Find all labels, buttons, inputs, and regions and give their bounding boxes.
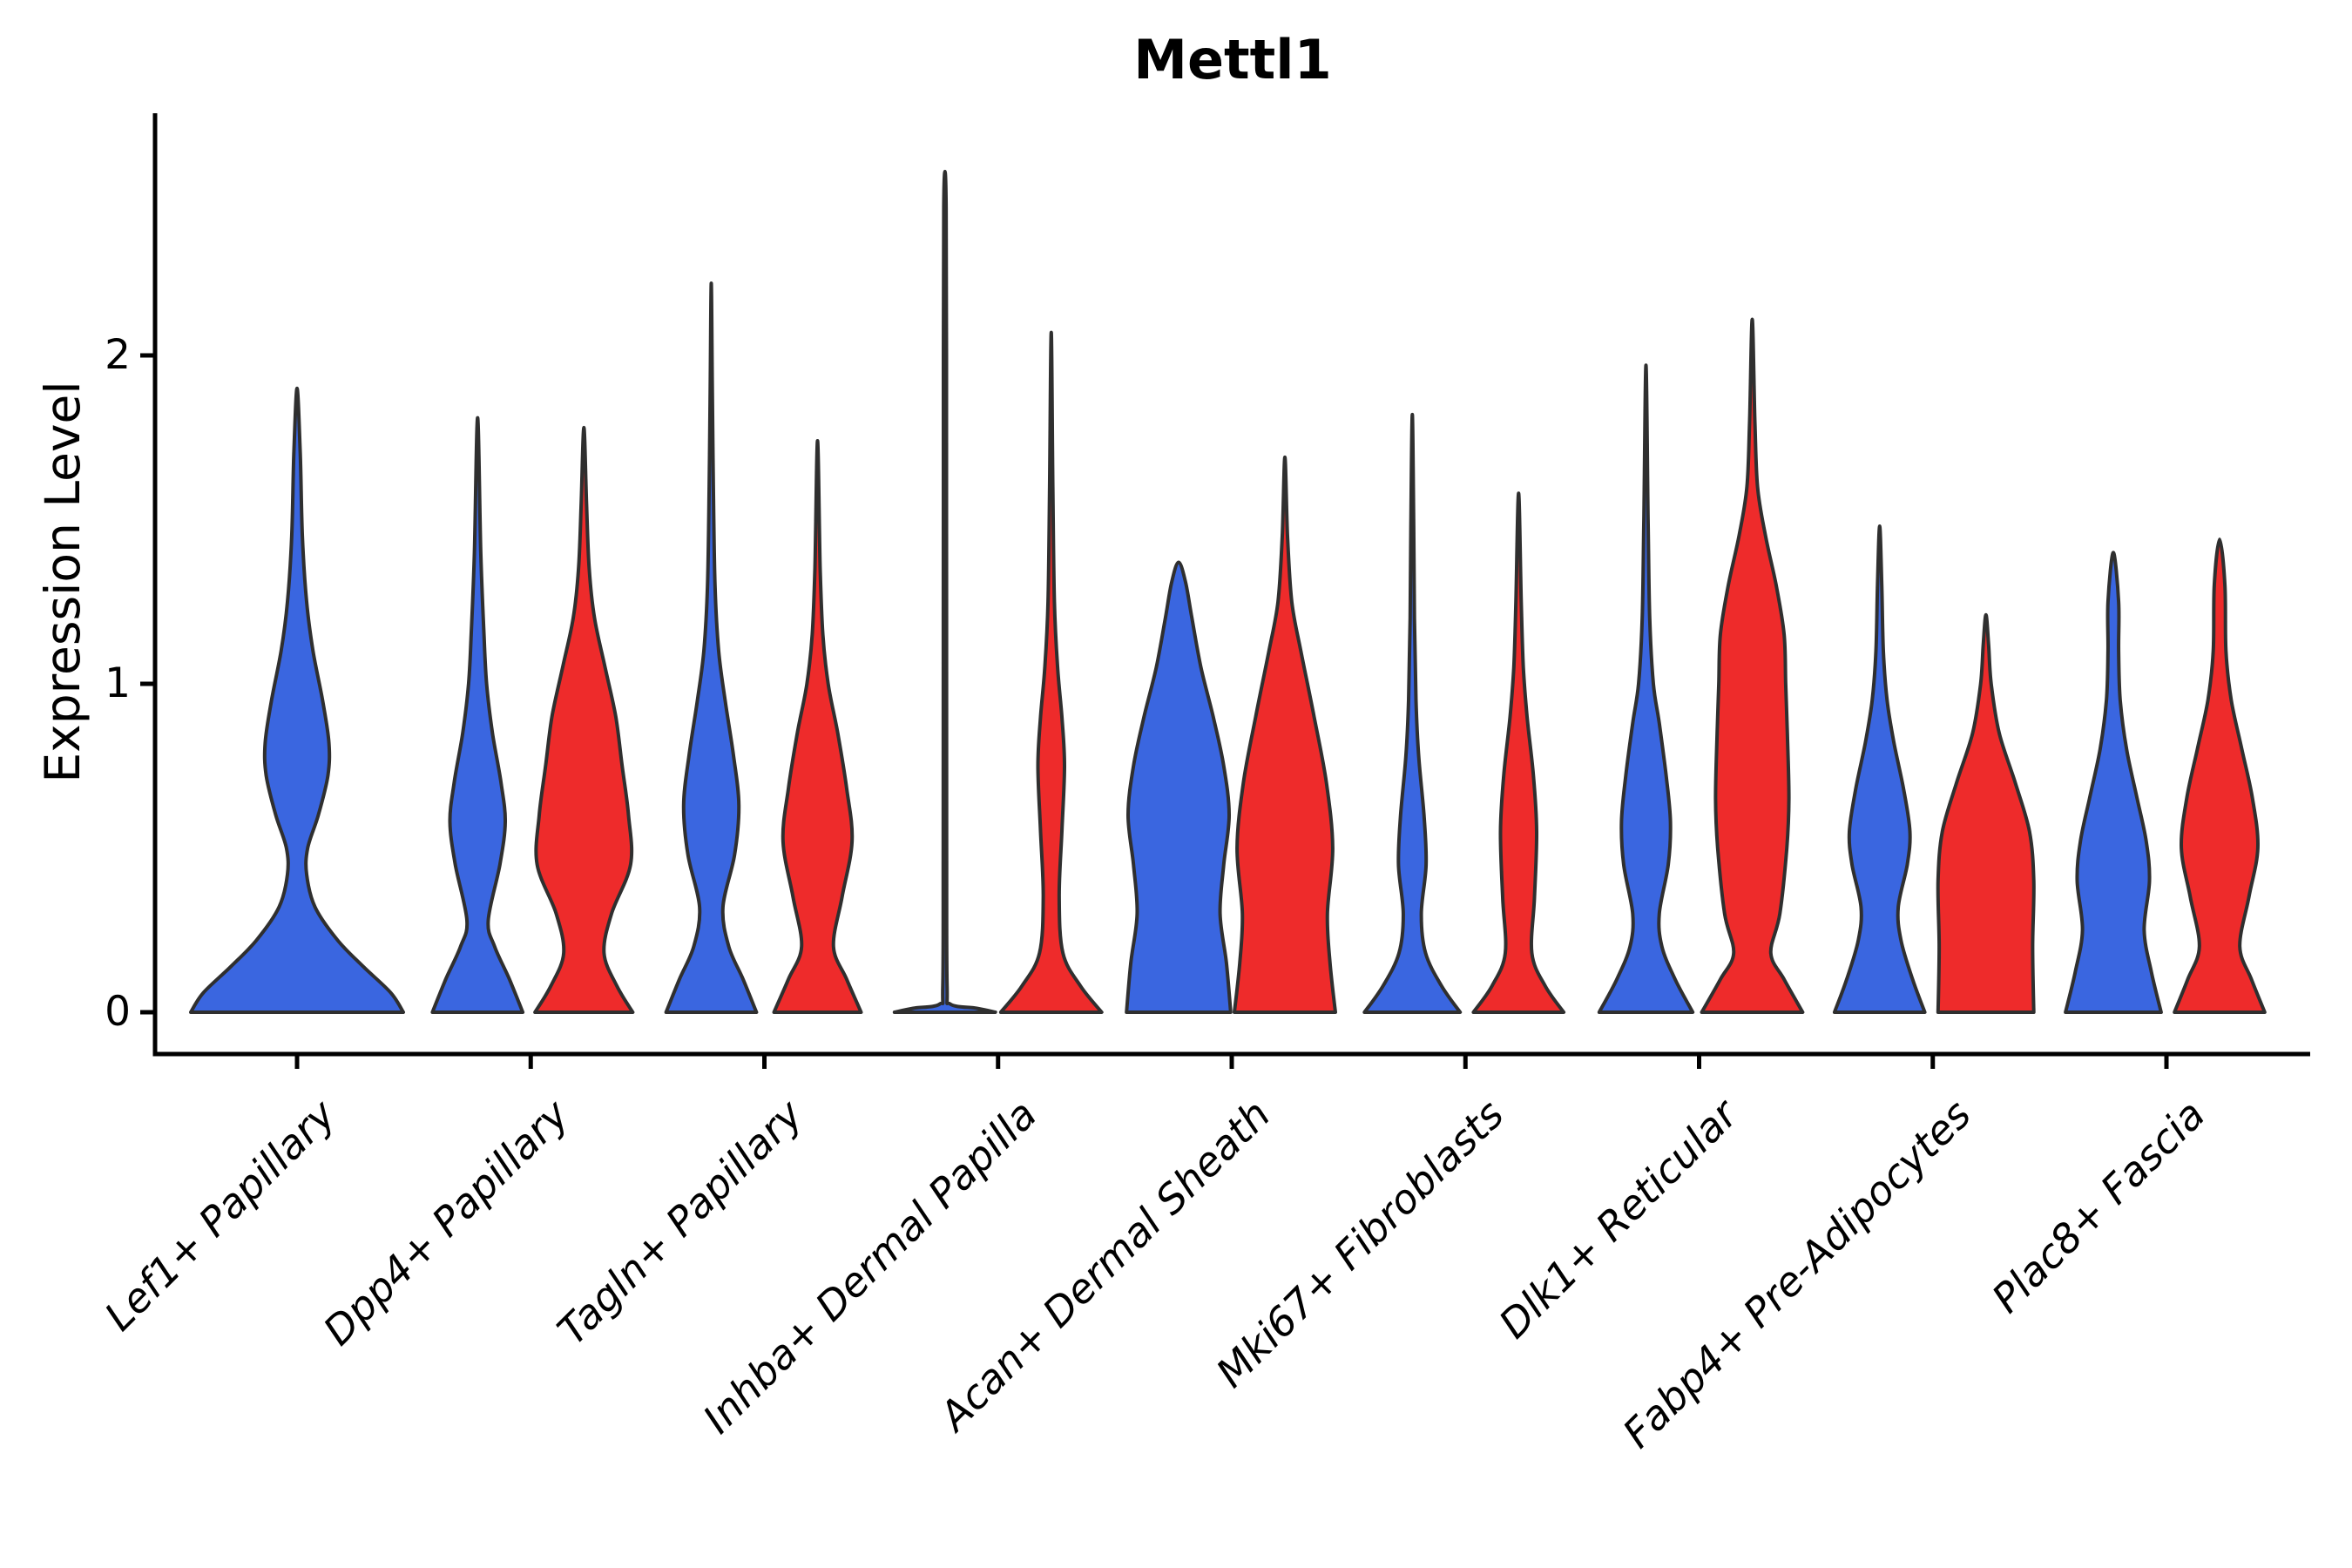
violin-dlk1-blue (1597, 363, 1695, 1014)
y-tick-label: 0 (105, 988, 131, 1036)
violin-plac8-red (2173, 537, 2267, 1014)
violin-plac8-blue (2064, 551, 2163, 1014)
violin-fabp4-blue (1832, 524, 1927, 1014)
violin-dlk1-red (1700, 317, 1805, 1014)
violin-fabp4-red (1936, 612, 2036, 1014)
violin-tagln-red (772, 439, 863, 1014)
violin-acan-red (1233, 455, 1337, 1014)
violin-inhba-red (998, 330, 1104, 1014)
violin-tagln-blue (664, 281, 759, 1014)
violin-lef1-blue (189, 386, 405, 1014)
y-tick-label: 1 (105, 659, 131, 707)
violin-dpp4-red (533, 425, 635, 1014)
violin-acan-blue (1125, 560, 1233, 1014)
violin-dpp4-blue (430, 416, 525, 1014)
violin-inhba-blue (892, 169, 997, 1014)
violin-mki67-red (1471, 491, 1566, 1014)
violin-mki67-blue (1362, 412, 1463, 1014)
y-axis-label: Expression Level (35, 381, 91, 783)
chart-title: Mettl1 (1133, 28, 1332, 91)
y-tick-label: 2 (105, 331, 131, 379)
